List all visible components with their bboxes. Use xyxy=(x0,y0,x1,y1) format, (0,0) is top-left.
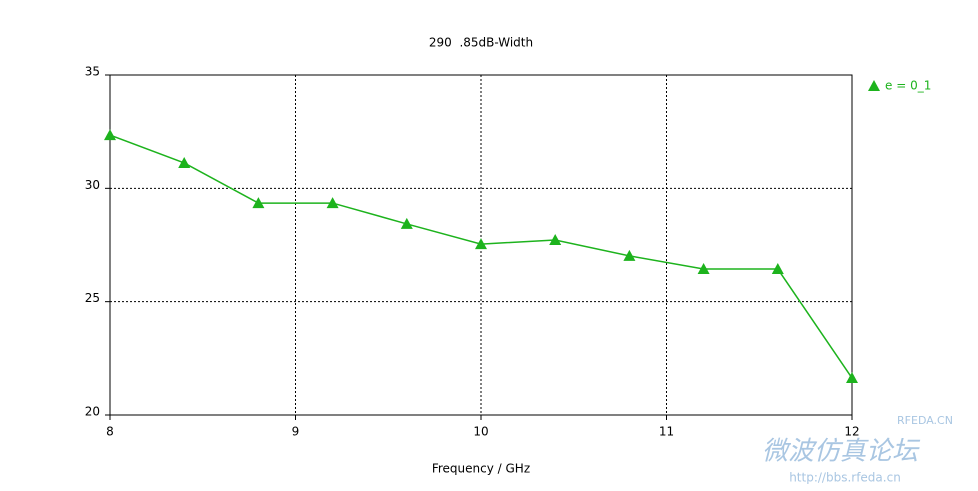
data-point xyxy=(178,156,191,168)
watermark-url: http://bbs.rfeda.cn xyxy=(789,471,901,485)
legend-marker xyxy=(868,80,880,91)
y-tick-label: 35 xyxy=(85,65,100,79)
data-point xyxy=(697,263,710,275)
data-point xyxy=(549,234,562,246)
x-tick-label: 11 xyxy=(659,425,674,439)
watermark-site: RFEDA.CN xyxy=(897,414,953,427)
data-point xyxy=(252,197,265,209)
y-tick-label: 25 xyxy=(85,291,100,305)
data-point xyxy=(400,217,413,229)
watermark-forum: 微波仿真论坛 xyxy=(762,437,921,467)
x-tick-label: 12 xyxy=(844,425,859,439)
data-point xyxy=(326,197,339,209)
data-point xyxy=(846,372,858,384)
data-point xyxy=(623,249,636,261)
chart-title: 290 .85dB-Width xyxy=(429,36,533,50)
data-point xyxy=(771,263,784,275)
x-axis-label: Frequency / GHz xyxy=(432,462,530,476)
legend-label: e = 0_1 xyxy=(885,79,931,93)
x-tick-label: 8 xyxy=(106,425,114,439)
y-tick-label: 20 xyxy=(85,405,100,419)
data-point xyxy=(475,238,487,250)
x-tick-label: 10 xyxy=(473,425,488,439)
y-tick-label: 30 xyxy=(85,178,100,192)
x-tick-label: 9 xyxy=(292,425,300,439)
data-point xyxy=(104,129,116,141)
